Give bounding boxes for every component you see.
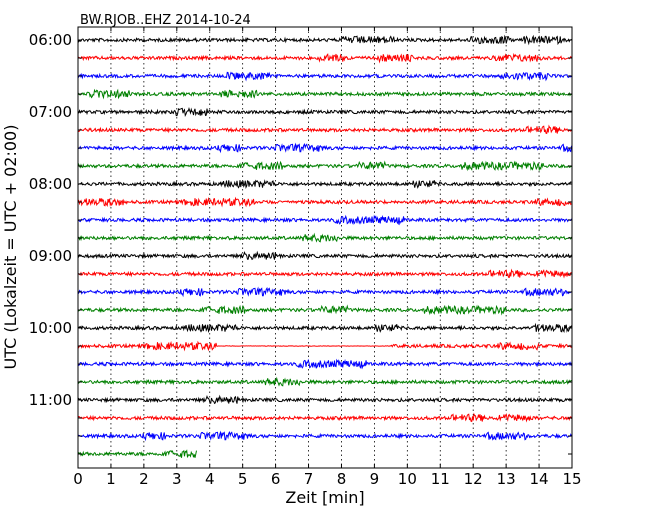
trace-line [77, 340, 572, 352]
x-tick-label: 0 [73, 470, 83, 488]
y-tick-label: 09:00 [29, 247, 72, 265]
y-tick-label: 08:00 [29, 175, 72, 193]
trace-line [77, 196, 572, 208]
y-tick-label: 11:00 [29, 391, 72, 409]
x-tick-label: 6 [271, 470, 281, 488]
y-axis-label: UTC (Lokalzeit = UTC + 02:00) [1, 125, 20, 370]
trace-line [77, 160, 572, 172]
trace-line [77, 304, 572, 316]
trace-line [77, 412, 572, 423]
trace-line [77, 286, 572, 298]
trace-line [77, 232, 572, 243]
trace-line [77, 394, 572, 405]
trace-line [77, 52, 572, 64]
x-axis-label: Zeit [min] [285, 488, 364, 507]
x-tick-label: 5 [238, 470, 248, 488]
trace-line [77, 142, 572, 154]
x-tick-label: 4 [205, 470, 215, 488]
trace-line [77, 214, 572, 226]
trace-line [77, 449, 197, 458]
trace-line [77, 71, 572, 82]
y-tick-label: 07:00 [29, 103, 72, 121]
x-tick-label: 3 [172, 470, 182, 488]
x-tick-label: 10 [398, 470, 417, 488]
trace-line [77, 88, 572, 100]
trace-line [77, 322, 572, 334]
trace-line [77, 34, 572, 46]
trace-line [77, 124, 572, 135]
trace-line [77, 179, 572, 190]
x-tick-label: 7 [304, 470, 314, 488]
trace-line [77, 430, 572, 442]
trace-line [77, 376, 572, 387]
x-tick-label: 13 [497, 470, 516, 488]
y-tick-label: 10:00 [29, 319, 72, 337]
y-tick-label: 06:00 [29, 31, 72, 49]
trace-line [77, 268, 572, 279]
x-tick-label: 1 [106, 470, 116, 488]
x-tick-label: 2 [139, 470, 149, 488]
trace-line [77, 358, 572, 370]
x-axis-ticks: 0 1 2 3 4 5 6 7 8 9 10 11 12 13 14 15 [73, 27, 582, 488]
chart-title: BW.RJOB..EHZ 2014-10-24 [80, 13, 251, 28]
x-tick-label: 9 [370, 470, 380, 488]
grid-lines [110, 27, 540, 468]
seismic-traces [77, 34, 572, 458]
plot-frame [77, 26, 573, 469]
trace-line [77, 107, 572, 118]
x-tick-label: 12 [464, 470, 483, 488]
x-tick-label: 11 [431, 470, 450, 488]
x-tick-label: 8 [337, 470, 347, 488]
trace-line [77, 250, 572, 261]
x-tick-label: 14 [530, 470, 549, 488]
y-axis-ticks: 06:00 07:00 08:00 09:00 10:00 11:00 [29, 31, 572, 455]
x-tick-label: 15 [562, 470, 581, 488]
